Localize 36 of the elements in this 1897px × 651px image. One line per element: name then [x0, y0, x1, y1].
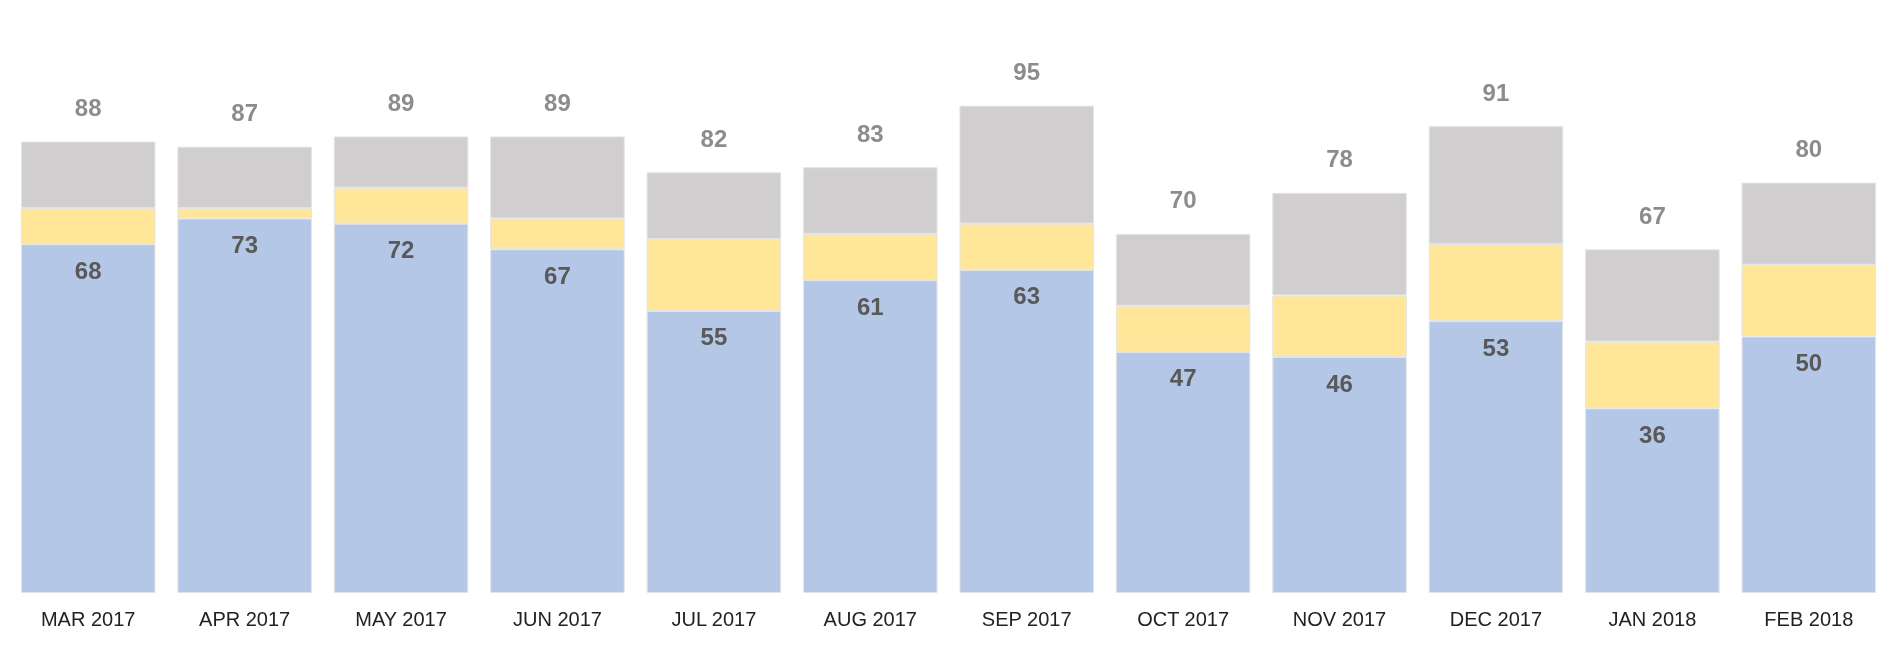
- total-label: 89: [387, 88, 415, 116]
- x-tick-label: DEC 2017: [1449, 608, 1543, 630]
- data-label: 61: [856, 292, 884, 320]
- data-label: 67: [544, 261, 571, 289]
- data-label: 36: [1639, 420, 1666, 448]
- x-tick-label: OCT 2017: [1137, 608, 1230, 630]
- data-label: 55: [700, 323, 728, 351]
- x-tick-label: JAN 2018: [1608, 608, 1697, 630]
- total-label: 67: [1639, 201, 1666, 229]
- total-label: 91: [1482, 78, 1510, 106]
- total-label: 89: [544, 88, 571, 116]
- total-label: 80: [1795, 135, 1823, 163]
- total-label: 78: [1326, 145, 1353, 173]
- total-label: 70: [1169, 186, 1197, 214]
- x-tick-label: NOV 2017: [1292, 608, 1387, 630]
- data-label: 53: [1482, 333, 1510, 361]
- total-label: 83: [856, 119, 884, 147]
- total-label: 88: [74, 94, 102, 122]
- x-tick-label: JUL 2017: [671, 608, 757, 630]
- x-tick-label: AUG 2017: [823, 608, 917, 630]
- x-tick-label: MAY 2017: [355, 608, 447, 630]
- data-label: 63: [1013, 282, 1041, 310]
- total-label: 87: [231, 99, 258, 127]
- data-label: 72: [387, 236, 415, 264]
- x-tick-label: MAR 2017: [40, 608, 136, 630]
- x-tick-label: APR 2017: [199, 608, 291, 630]
- x-tick-label: JUN 2017: [512, 608, 602, 630]
- x-tick-label: FEB 2018: [1764, 608, 1854, 630]
- data-label: 46: [1326, 369, 1353, 397]
- data-label: 73: [231, 231, 258, 259]
- data-label: 50: [1795, 349, 1823, 376]
- data-label: 68: [74, 256, 102, 284]
- total-label: 95: [1013, 58, 1041, 86]
- x-tick-label: SEP 2017: [981, 608, 1072, 630]
- data-label: 47: [1169, 364, 1197, 392]
- total-label: 82: [700, 124, 728, 152]
